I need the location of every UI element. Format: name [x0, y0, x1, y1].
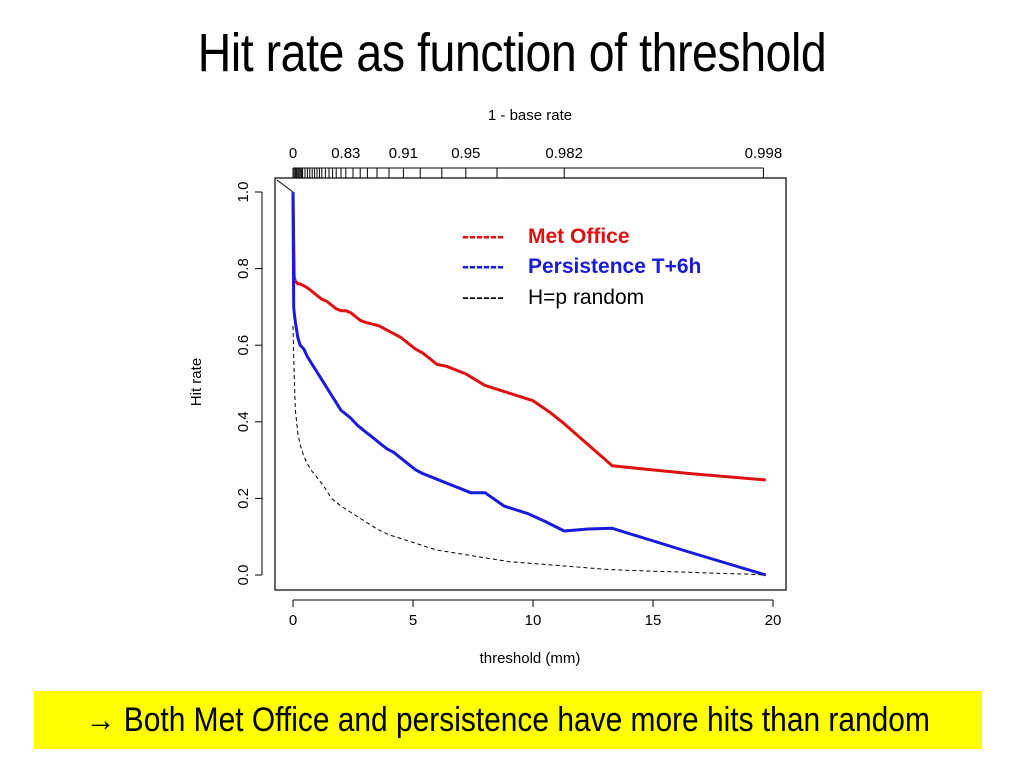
series-line-met-office	[291, 191, 766, 482]
x-tick-label: 15	[645, 612, 662, 629]
top-tick-label: 0.998	[745, 145, 783, 162]
y-tick-label: 1.0	[235, 182, 252, 203]
top-tick-label: 0	[289, 145, 297, 162]
x-tick-label: 10	[525, 612, 542, 629]
conclusion-callout: → Both Met Office and persistence have m…	[34, 691, 982, 749]
top-tick-label: 0.982	[545, 145, 583, 162]
legend-dash: ------	[462, 225, 504, 248]
legend-label: H=p random	[528, 286, 644, 309]
y-tick-label: 0.6	[235, 335, 252, 356]
top-tick-label: 0.91	[389, 145, 418, 162]
x-tick-label: 0	[289, 612, 297, 629]
chart: 0 5 10 15 20 0.0 0.2 0.4 0.6 0.8 1.0 0 0.83 0.91 0.9…	[188, 107, 787, 667]
corner-mark	[276, 179, 294, 193]
legend-label: Met Office	[528, 225, 630, 248]
y-axis-label: Hit rate	[188, 358, 205, 406]
y-tick-label: 0.0	[235, 565, 252, 586]
x-tick-label: 5	[409, 612, 417, 629]
right-arrow-icon: →	[85, 700, 116, 739]
legend-dash: ------	[462, 286, 504, 309]
x-tick-label: 20	[765, 612, 782, 629]
legend-label: Persistence T+6h	[528, 255, 701, 278]
plot-frame	[274, 177, 787, 591]
y-tick-label: 0.8	[235, 258, 252, 279]
slide-title: Hit rate as function of threshold	[197, 23, 827, 83]
y-tick-label: 0.4	[235, 411, 252, 432]
series-line-h-p-random	[292, 325, 766, 576]
x-axis-label: threshold (mm)	[480, 650, 581, 667]
series-line-persistence-t-6h	[291, 191, 767, 577]
top-axis-label: 1 - base rate	[488, 107, 572, 124]
top-tick-label: 0.95	[451, 145, 480, 162]
legend-dash: ------	[462, 255, 504, 278]
callout-text: Both Met Office and persistence have mor…	[124, 700, 931, 739]
y-tick-label: 0.2	[235, 488, 252, 509]
top-tick-label: 0.83	[331, 145, 360, 162]
